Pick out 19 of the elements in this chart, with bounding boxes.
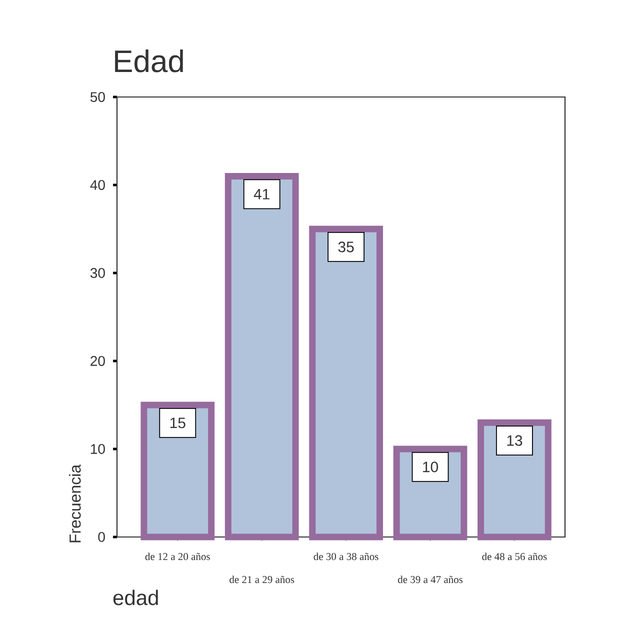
y-tick-label: 20 <box>90 356 105 366</box>
x-tick-label: de 30 a 38 años <box>314 552 378 560</box>
y-tick-label: 30 <box>90 268 105 278</box>
data-label: 15 <box>170 418 186 428</box>
y-axis-title: Frecuencia <box>69 464 81 542</box>
x-tick-label: de 39 a 47 años <box>398 576 463 584</box>
data-label: 10 <box>423 462 438 472</box>
y-tick-label: 0 <box>98 532 105 542</box>
y-tick-label: 10 <box>90 444 105 454</box>
data-label: 35 <box>338 242 354 252</box>
x-tick-label: de 21 a 29 años <box>230 576 294 584</box>
chart-title: Edad <box>115 50 183 72</box>
x-tick-label: de 12 a 20 años <box>145 552 210 560</box>
y-tick-label: 50 <box>90 92 105 102</box>
data-label: 41 <box>254 188 270 200</box>
data-label: 13 <box>507 435 522 446</box>
x-axis-title: edad <box>113 590 158 606</box>
x-tick-label: de 48 a 56 años <box>482 552 547 560</box>
y-tick-label: 40 <box>90 180 105 190</box>
